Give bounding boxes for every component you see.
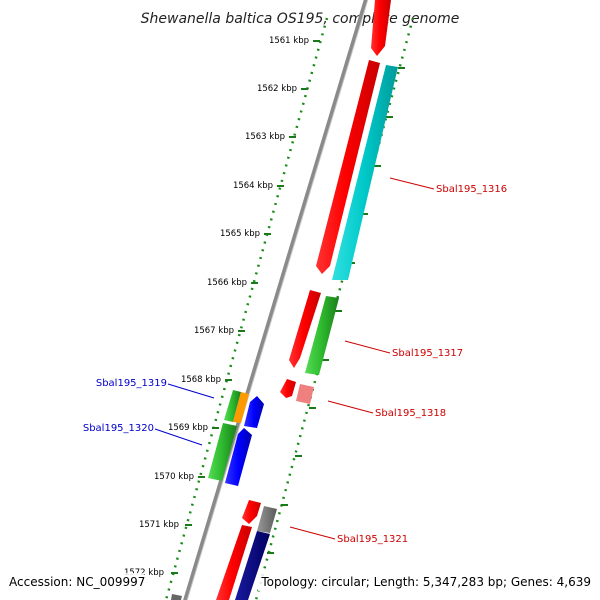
- gene-arrow-red-bottom: [216, 525, 252, 600]
- gene-arrow-pink-1318: [296, 384, 314, 404]
- tick-label: 1561 kbp: [269, 36, 309, 46]
- gene-label-sbal195-1318: Sbal195_1318: [375, 408, 446, 419]
- genes-forward: [216, 0, 398, 600]
- gene-arrow-orange-1319: [233, 392, 249, 423]
- leader-lines: [154, 177, 435, 540]
- gene-arrow-red-small: [280, 379, 296, 398]
- leader-line-1320: [154, 428, 203, 446]
- footer-backdrop-right: [258, 573, 594, 591]
- footer-backdrop-left: [6, 573, 144, 591]
- tick-label: 1571 kbp: [139, 520, 179, 530]
- gene-arrow-blue-1319: [244, 396, 264, 428]
- accession-text: Accession: NC_009997: [9, 575, 145, 589]
- genome-backbone-highlight: [186, 0, 369, 600]
- gene-label-sbal195-1321: Sbal195_1321: [337, 534, 408, 545]
- gene-arrow-blue-1320: [225, 428, 252, 486]
- leader-line-1319: [167, 383, 215, 399]
- tick-label: 1562 kbp: [257, 84, 297, 94]
- gene-arrow-green-1317: [305, 296, 339, 375]
- gene-label-sbal195-1316: Sbal195_1316: [436, 184, 507, 195]
- gene-arrow-red-1316: [316, 60, 380, 274]
- tick-label: 1568 kbp: [181, 375, 221, 385]
- gene-label-sbal195-1319: Sbal195_1319: [96, 378, 167, 389]
- tick-label: 1566 kbp: [207, 278, 247, 288]
- genes-reverse: [171, 390, 264, 600]
- gene-arrow-green-1320: [208, 423, 237, 481]
- tick-label: 1563 kbp: [245, 132, 285, 142]
- tick-label: 1569 kbp: [168, 423, 208, 433]
- leader-line-1321: [289, 526, 336, 540]
- leader-line-1317: [344, 340, 391, 354]
- gene-labels: Sbal195_1316 Sbal195_1317 Sbal195_1318 S…: [83, 184, 507, 545]
- gene-arrow-gray-bottom: [171, 594, 182, 600]
- gene-arrow-green-1319: [224, 390, 241, 422]
- gene-arrow-red-1321: [242, 500, 261, 524]
- gene-arrow-navy-bottom: [235, 531, 270, 600]
- tick-label: 1570 kbp: [154, 472, 194, 482]
- leader-line-1316: [389, 177, 435, 190]
- tick-label: 1565 kbp: [220, 229, 260, 239]
- tick-label: 1564 kbp: [233, 181, 273, 191]
- gene-arrow-red: [371, 0, 391, 56]
- topology-text: Topology: circular; Length: 5,347,283 bp…: [260, 575, 591, 589]
- gene-label-sbal195-1317: Sbal195_1317: [392, 348, 463, 359]
- gene-arrow-cyan: [332, 65, 398, 280]
- gene-label-sbal195-1320: Sbal195_1320: [83, 423, 154, 434]
- tick-label: 1567 kbp: [194, 326, 234, 336]
- gene-arrow-gray-1321: [257, 506, 277, 533]
- leader-line-1318: [327, 400, 374, 414]
- gene-arrow-red-1317: [289, 290, 321, 368]
- tick-marks: [171, 40, 405, 574]
- genome-backbone: [183, 0, 368, 600]
